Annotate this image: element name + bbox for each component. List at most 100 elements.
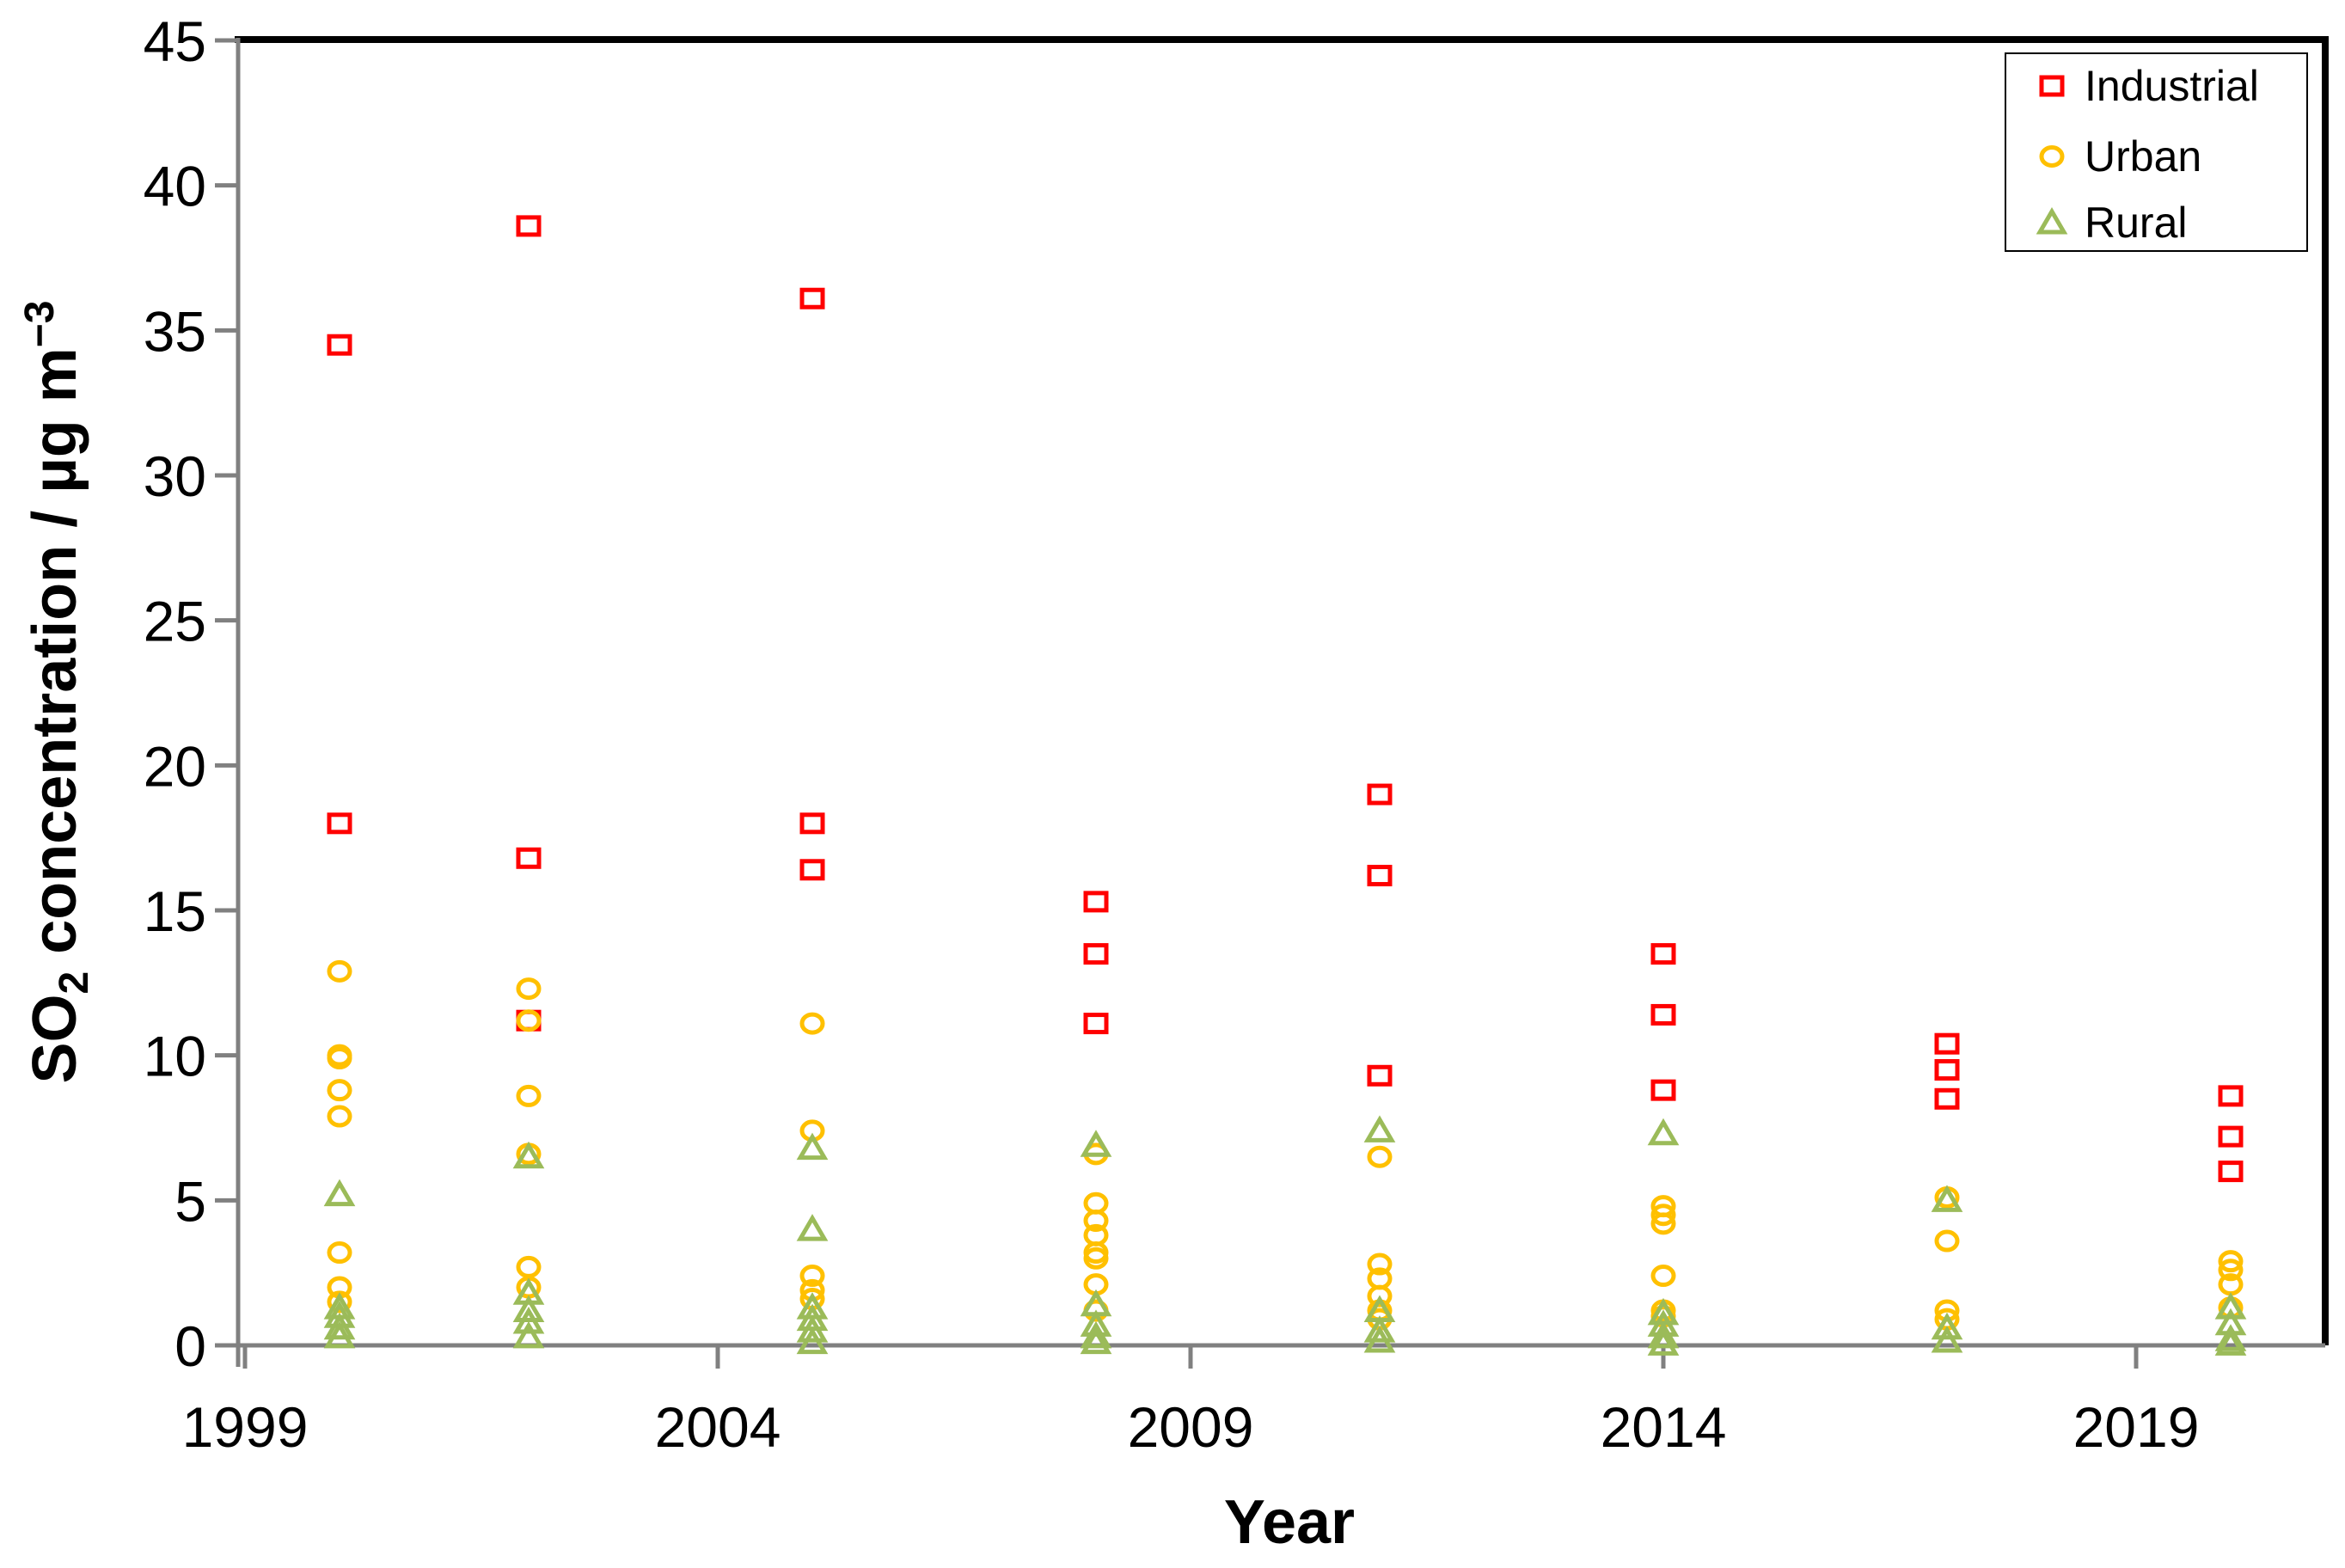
data-point-industrial bbox=[1650, 1079, 1676, 1101]
data-point-rural bbox=[1363, 1115, 1396, 1142]
data-point-rural bbox=[796, 1214, 829, 1241]
data-point-industrial bbox=[1083, 891, 1109, 913]
legend-box bbox=[2005, 52, 2308, 252]
data-point-rural bbox=[512, 1295, 545, 1323]
data-point-industrial bbox=[799, 812, 825, 835]
y-tick-label: 40 bbox=[144, 155, 206, 218]
data-point-industrial bbox=[327, 812, 352, 835]
data-point-industrial bbox=[799, 859, 825, 881]
data-point-rural bbox=[1080, 1130, 1112, 1157]
data-point-industrial bbox=[1934, 1032, 1960, 1055]
x-axis-ticks: 1999 2004 2009 2014 2019 bbox=[182, 1345, 2200, 1459]
data-point-urban bbox=[516, 977, 542, 1001]
legend-marker-urban bbox=[2039, 145, 2065, 168]
x-tick-label: 2004 bbox=[655, 1395, 781, 1459]
data-point-industrial bbox=[1934, 1059, 1960, 1081]
data-point-industrial bbox=[1367, 1064, 1393, 1087]
data-point-industrial bbox=[2218, 1125, 2244, 1148]
y-tick-label: 5 bbox=[174, 1169, 206, 1233]
data-point-rural bbox=[1647, 1118, 1680, 1146]
data-point-rural bbox=[1931, 1312, 1963, 1340]
legend-markers bbox=[2036, 75, 2068, 235]
y-axis-ticks: 0 5 10 15 20 25 30 35 40 45 bbox=[144, 9, 238, 1378]
data-point-industrial bbox=[1367, 783, 1393, 805]
data-point-urban bbox=[1934, 1229, 1960, 1253]
data-point-rural bbox=[2214, 1328, 2247, 1356]
data-point-urban bbox=[1367, 1253, 1393, 1276]
y-tick-label: 30 bbox=[144, 444, 206, 508]
data-point-industrial bbox=[799, 287, 825, 309]
data-point-rural bbox=[1363, 1315, 1396, 1343]
data-point-urban bbox=[799, 1265, 825, 1288]
data-point-industrial bbox=[1650, 943, 1676, 965]
y-tick-label: 20 bbox=[144, 734, 206, 798]
data-point-urban bbox=[516, 1009, 542, 1032]
x-tick-label: 2014 bbox=[1601, 1395, 1727, 1459]
data-point-rural bbox=[1363, 1325, 1396, 1353]
data-point-rural bbox=[796, 1132, 829, 1161]
data-point-urban bbox=[516, 1255, 542, 1278]
data-point-urban bbox=[1650, 1204, 1676, 1227]
data-point-rural bbox=[1647, 1328, 1680, 1356]
data-point-rural bbox=[512, 1307, 545, 1334]
data-point-rural bbox=[512, 1141, 545, 1169]
data-point-urban bbox=[799, 1012, 825, 1035]
data-point-industrial bbox=[327, 334, 352, 356]
y-axis-title: SO2 concentration / µg m−3 bbox=[17, 300, 97, 1083]
data-point-industrial bbox=[516, 215, 542, 237]
x-axis-title: Year bbox=[1224, 1488, 1355, 1557]
data-point-urban bbox=[516, 1084, 542, 1107]
data-point-urban bbox=[327, 1105, 352, 1128]
legend: Industrial Urban Rural bbox=[2005, 52, 2308, 252]
data-point-urban bbox=[327, 1241, 352, 1265]
x-tick-label: 2009 bbox=[1128, 1395, 1254, 1459]
data-point-urban bbox=[327, 1047, 352, 1070]
data-point-industrial bbox=[2218, 1085, 2244, 1107]
data-point-industrial bbox=[1650, 1003, 1676, 1026]
y-tick-label: 10 bbox=[144, 1025, 206, 1088]
legend-label-urban: Urban bbox=[2085, 132, 2201, 181]
legend-marker-rural bbox=[2036, 207, 2068, 235]
data-point-urban bbox=[2218, 1259, 2244, 1282]
y-tick-label: 15 bbox=[144, 879, 206, 943]
data-point-industrial bbox=[516, 847, 542, 869]
data-point-rural bbox=[1931, 1185, 1963, 1212]
data-point-rural bbox=[1931, 1325, 1963, 1353]
data-point-industrial bbox=[1083, 943, 1109, 965]
data-point-urban bbox=[1367, 1284, 1393, 1308]
data-point-rural bbox=[796, 1315, 829, 1343]
data-point-urban bbox=[1083, 1246, 1109, 1270]
data-point-rural bbox=[323, 1179, 356, 1207]
legend-marker-industrial bbox=[2039, 75, 2065, 97]
y-tick-label: 25 bbox=[144, 590, 206, 653]
legend-label-industrial: Industrial bbox=[2085, 62, 2259, 110]
data-points-layer bbox=[323, 215, 2247, 1356]
data-point-rural bbox=[2214, 1324, 2247, 1351]
data-point-rural bbox=[512, 1320, 545, 1349]
data-point-industrial bbox=[1367, 865, 1393, 887]
data-point-urban bbox=[327, 1079, 352, 1102]
data-point-urban bbox=[327, 959, 352, 983]
data-point-industrial bbox=[2218, 1161, 2244, 1183]
data-point-rural bbox=[796, 1326, 829, 1355]
data-point-industrial bbox=[1083, 1013, 1109, 1035]
data-point-urban bbox=[2218, 1250, 2244, 1273]
data-point-rural bbox=[1080, 1326, 1112, 1355]
data-point-rural bbox=[1080, 1320, 1112, 1349]
data-point-urban bbox=[1650, 1212, 1676, 1235]
data-point-urban bbox=[1083, 1209, 1109, 1232]
data-point-rural bbox=[323, 1320, 356, 1349]
x-tick-label: 2019 bbox=[2073, 1395, 2200, 1459]
y-tick-label: 45 bbox=[144, 9, 206, 73]
data-point-urban bbox=[1650, 1265, 1676, 1288]
y-tick-label: 35 bbox=[144, 299, 206, 363]
data-point-rural bbox=[2214, 1292, 2247, 1320]
data-point-urban bbox=[1367, 1145, 1393, 1168]
y-tick-label: 0 bbox=[174, 1314, 206, 1378]
data-point-rural bbox=[1647, 1320, 1680, 1349]
data-point-industrial bbox=[1934, 1087, 1960, 1110]
data-point-rural bbox=[323, 1312, 356, 1340]
legend-label-rural: Rural bbox=[2085, 199, 2187, 247]
